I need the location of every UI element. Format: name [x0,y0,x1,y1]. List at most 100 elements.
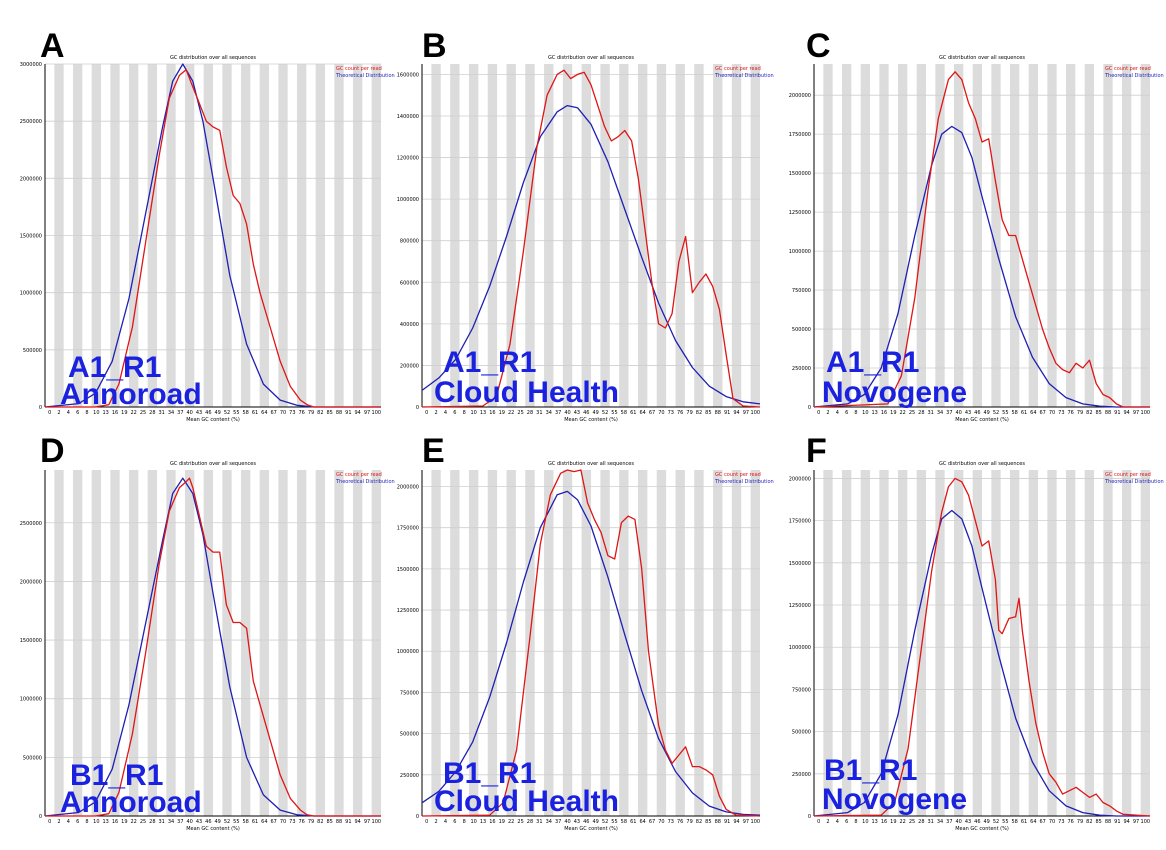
x-tick-label: 64 [261,410,267,416]
grid-band [1066,64,1076,407]
x-tick-label: 25 [517,819,523,825]
x-tick-label: 49 [214,819,220,825]
x-tick-label: 13 [102,819,108,825]
x-tick-label: 55 [611,410,617,416]
x-tick-label: 70 [1049,410,1055,416]
x-tick-label: 91 [724,819,730,825]
x-tick-label: 4 [67,819,70,825]
x-tick-label: 28 [918,819,924,825]
y-tick-label: 250000 [792,772,811,778]
grid-band [842,470,852,816]
y-tick-label: 2000000 [20,176,42,182]
y-tick-label: 400000 [400,322,419,328]
panel-letter: C [806,27,831,65]
gc-count-per-read-line [421,469,761,817]
x-tick-label: 43 [196,819,202,825]
theoretical-distribution-line [421,104,761,405]
x-tick-label: 0 [48,410,51,416]
y-tick-label: 1600000 [397,72,419,78]
x-tick-label: 52 [602,410,608,416]
panel-a: 0 500000 1000000 1500000 2000000 2500000 30000… [20,27,395,423]
grid-band [898,470,908,816]
x-tick-label: 0 [817,410,820,416]
grid-band [954,64,964,407]
x-tick-label: 100 [751,410,761,416]
x-tick-label: 97 [364,819,370,825]
x-tick-label: 16 [489,410,495,416]
x-tick-label: 13 [102,410,108,416]
x-tick-label: 31 [158,819,164,825]
x-tick-label: 8 [85,819,88,825]
grid-band [860,64,870,407]
x-tick-label: 94 [733,410,739,416]
x-tick-label: 100 [372,819,382,825]
x-tick-label: 34 [168,410,174,416]
grid-band [860,470,870,816]
x-tick-label: 22 [508,410,514,416]
panel-letter: A [40,27,65,65]
grid-band [731,64,742,407]
x-tick-label: 31 [927,410,933,416]
x-tick-label: 6 [845,819,848,825]
grid-band [487,470,498,816]
x-tick-label: 94 [354,410,360,416]
legend-observed: GC count per read [715,66,761,72]
grid-band [506,64,516,407]
gc-count-per-read-line [813,477,1151,817]
grid-band [73,470,83,816]
grid-band [297,470,307,816]
x-tick-label: 97 [743,819,749,825]
x-tick-label: 52 [993,410,999,416]
x-tick-label: 61 [630,410,636,416]
grid-band [916,64,926,407]
x-tick-label: 88 [715,819,721,825]
panel-f: 0 250000 500000 750000 1000000 1250000 1500000… [789,432,1164,832]
theoretical-distribution-line [813,125,1150,408]
x-tick-label: 37 [555,819,561,825]
x-tick-label: 67 [1039,819,1045,825]
x-tick-label: 97 [364,410,370,416]
x-tick-label: 13 [871,410,877,416]
x-tick-label: 8 [463,819,466,825]
grid-band [371,470,381,816]
x-tick-label: 97 [743,410,749,416]
x-tick-label: 31 [158,410,164,416]
x-axis-label: Mean GC content (%) [186,826,240,832]
grid-band [954,470,964,816]
grid-band [935,64,945,407]
x-tick-label: 91 [345,819,351,825]
x-tick-label: 76 [677,819,683,825]
grid-band [1103,470,1113,816]
x-tick-label: 37 [946,410,952,416]
x-tick-label: 40 [186,819,192,825]
x-tick-label: 2 [434,410,437,416]
grid-band [450,470,460,816]
legend-observed: GC count per read [1105,472,1151,478]
overlay-provider-label: Annoroad [60,786,202,819]
overlay-provider-label: Novogene [822,376,967,409]
x-tick-label: 61 [630,819,636,825]
grid-band [694,64,704,407]
x-axis-label: Mean GC content (%) [955,826,1009,832]
x-tick-label: 40 [186,410,192,416]
x-tick-label: 40 [564,410,570,416]
x-tick-label: 64 [1030,819,1036,825]
y-tick-label: 0 [808,405,811,411]
x-tick-label: 58 [1011,410,1017,416]
x-tick-label: 0 [48,819,51,825]
x-tick-label: 70 [280,819,286,825]
x-tick-label: 25 [909,819,915,825]
x-tick-label: 49 [983,410,989,416]
x-tick-label: 73 [289,410,295,416]
x-tick-label: 82 [317,410,323,416]
x-tick-label: 19 [121,410,127,416]
y-tick-label: 1250000 [789,210,811,216]
grid-band [468,64,479,407]
x-tick-label: 19 [499,819,505,825]
x-tick-label: 73 [668,819,674,825]
panel-letter: E [422,432,445,470]
grid-band [203,470,213,816]
x-axis-label: Mean GC content (%) [564,417,618,423]
x-tick-label: 40 [955,410,961,416]
chart-title: GC distribution over all sequences [170,55,256,61]
